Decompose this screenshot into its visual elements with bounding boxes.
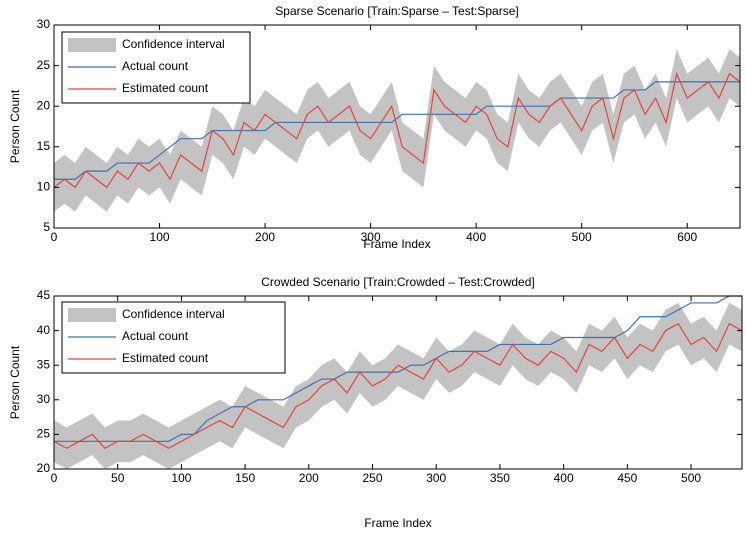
x-tick-label: 100 — [171, 471, 191, 485]
y-tick-label: 20 — [37, 98, 51, 112]
x-tick-label: 250 — [363, 471, 383, 485]
y-tick-label: 5 — [43, 220, 50, 234]
series-group — [53, 295, 743, 469]
legend-label: Actual count — [122, 329, 189, 343]
legend-label: Estimated count — [122, 351, 209, 365]
y-tick-label: 25 — [37, 427, 51, 441]
legend-swatch — [68, 308, 116, 322]
plot-frame — [53, 24, 741, 229]
x-tick-label: 50 — [111, 471, 125, 485]
x-tick-label: 150 — [235, 471, 255, 485]
x-tick-label: 400 — [554, 471, 574, 485]
legend-swatch — [68, 38, 116, 52]
x-tick-label: 0 — [51, 471, 58, 485]
x-tick-label: 500 — [681, 471, 701, 485]
legend-label: Confidence interval — [122, 307, 225, 321]
series-group — [53, 49, 741, 212]
series-line — [53, 322, 743, 449]
chart-title: Crowded Scenario [Train:Crowded – Test:C… — [261, 275, 534, 289]
x-axis-label: Frame Index — [363, 237, 430, 251]
confidence-band — [54, 49, 740, 212]
confidence-band — [54, 302, 742, 469]
legend-label: Confidence interval — [122, 37, 225, 51]
legend: Confidence interval Actual count Estimated… — [61, 31, 251, 104]
plot-frame — [53, 295, 743, 470]
x-tick-label: 450 — [617, 471, 637, 485]
y-axis-label: Person Count — [8, 89, 22, 163]
legend-label: Estimated count — [122, 81, 209, 95]
series-line — [54, 81, 740, 180]
legend: Confidence interval Actual count Estimated… — [61, 301, 286, 374]
y-tick-label: 25 — [37, 58, 51, 72]
y-tick-label: 10 — [37, 180, 51, 194]
x-axis-label: Frame Index — [364, 516, 431, 530]
y-tick-label: 35 — [37, 357, 51, 371]
x-tick-label: 350 — [490, 471, 510, 485]
x-tick-label: 300 — [361, 230, 381, 244]
x-tick-label: 400 — [466, 230, 486, 244]
y-tick-label: 20 — [37, 461, 51, 475]
x-tick-label: 600 — [677, 230, 697, 244]
y-tick-label: 30 — [37, 392, 51, 406]
legend-label: Actual count — [122, 59, 189, 73]
y-tick-label: 45 — [37, 288, 51, 302]
x-tick-label: 100 — [150, 230, 170, 244]
series-line — [53, 71, 741, 189]
series-line — [54, 295, 742, 442]
chart-title: Sparse Scenario [Train:Sparse – Test:Spa… — [275, 4, 518, 18]
x-tick-label: 500 — [572, 230, 592, 244]
y-tick-label: 40 — [37, 323, 51, 337]
y-axis-label: Person Count — [8, 345, 22, 419]
x-tick-label: 200 — [299, 471, 319, 485]
x-tick-label: 0 — [51, 230, 58, 244]
x-tick-label: 300 — [426, 471, 446, 485]
y-tick-label: 15 — [37, 139, 51, 153]
x-tick-label: 200 — [255, 230, 275, 244]
y-tick-label: 30 — [37, 17, 51, 31]
